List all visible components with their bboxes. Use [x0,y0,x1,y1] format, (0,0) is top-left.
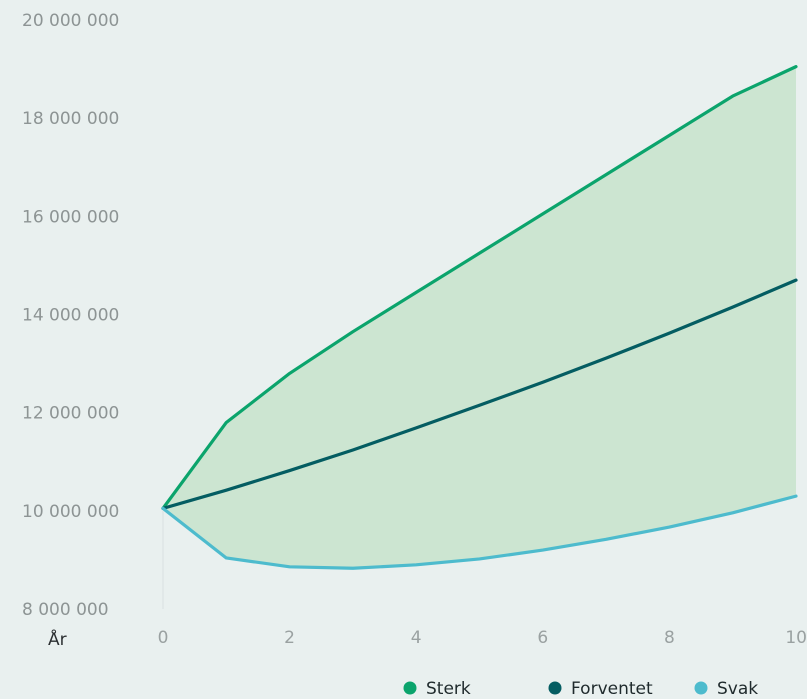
series-line-svak [161,494,798,570]
y-tick-label: 14 000 000 [22,306,119,326]
plot-area [161,65,798,570]
legend-label-sterk: Sterk [426,679,471,699]
legend-label-forventet: Forventet [571,679,653,699]
y-tick-label: 16 000 000 [22,207,119,227]
series-line-sterk [161,65,798,510]
x-tick-label: 4 [411,628,422,648]
x-axis: År 0 2 4 6 8 10 [48,628,807,650]
band-area [163,66,796,569]
legend-marker-forventet [548,681,562,695]
y-tick-label: 12 000 000 [22,404,119,424]
x-tick-label: 8 [664,628,675,648]
x-tick-label: 10 [785,628,807,648]
legend-marker-sterk [403,681,417,695]
x-axis-label: År [48,628,67,650]
x-tick-label: 2 [284,628,295,648]
legend: Sterk Forventet Svak [403,679,758,699]
series-line-forventet [161,278,798,510]
y-axis: 8 000 000 10 000 000 12 000 000 14 000 000 1… [22,11,164,620]
x-tick-label: 6 [537,628,548,648]
x-tick-label: 0 [158,628,169,648]
y-tick-label: 8 000 000 [22,600,109,620]
y-tick-label: 20 000 000 [22,11,119,31]
y-tick-label: 18 000 000 [22,109,119,129]
legend-marker-svak [694,681,708,695]
legend-label-svak: Svak [717,679,758,699]
y-tick-label: 10 000 000 [22,502,119,522]
